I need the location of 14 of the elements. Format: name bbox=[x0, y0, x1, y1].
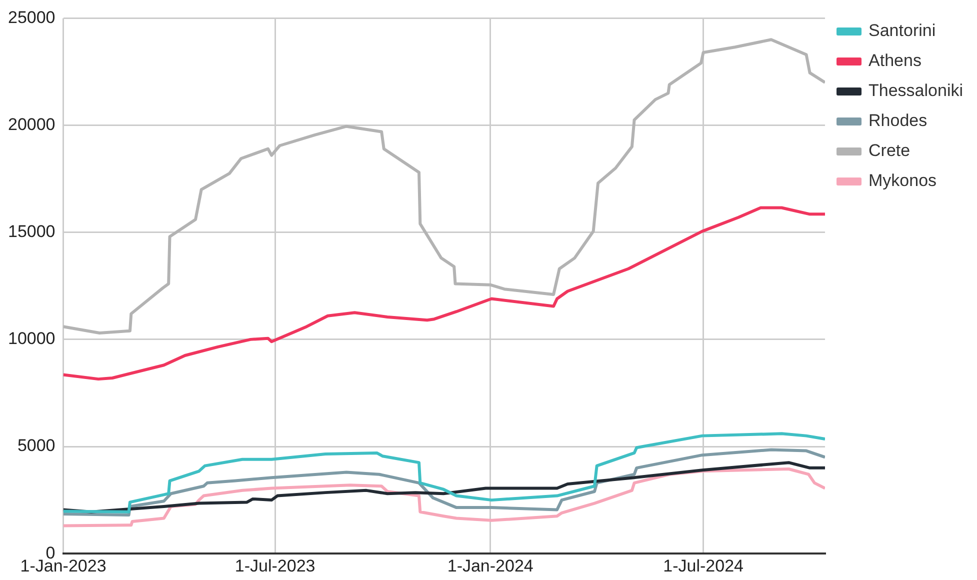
y-tick-label: 25000 bbox=[8, 8, 56, 27]
legend-label: Thessaloniki bbox=[868, 81, 964, 100]
y-tick-label: 5000 bbox=[17, 436, 56, 456]
y-tick-label: 20000 bbox=[8, 114, 56, 134]
x-tick-label: 1-Jul-2024 bbox=[663, 556, 744, 576]
y-tick-label: 10000 bbox=[8, 329, 56, 348]
legend-label: Athens bbox=[868, 51, 922, 70]
legend-label: Rhodes bbox=[868, 111, 928, 130]
legend-label: Mykonos bbox=[868, 171, 937, 190]
legend-label: Crete bbox=[868, 141, 910, 160]
y-tick-label: 15000 bbox=[8, 222, 56, 242]
legend-label: Santorini bbox=[868, 21, 936, 40]
x-tick-label: 1-Jan-2024 bbox=[447, 556, 534, 576]
x-tick-label: 1-Jul-2023 bbox=[234, 556, 316, 576]
